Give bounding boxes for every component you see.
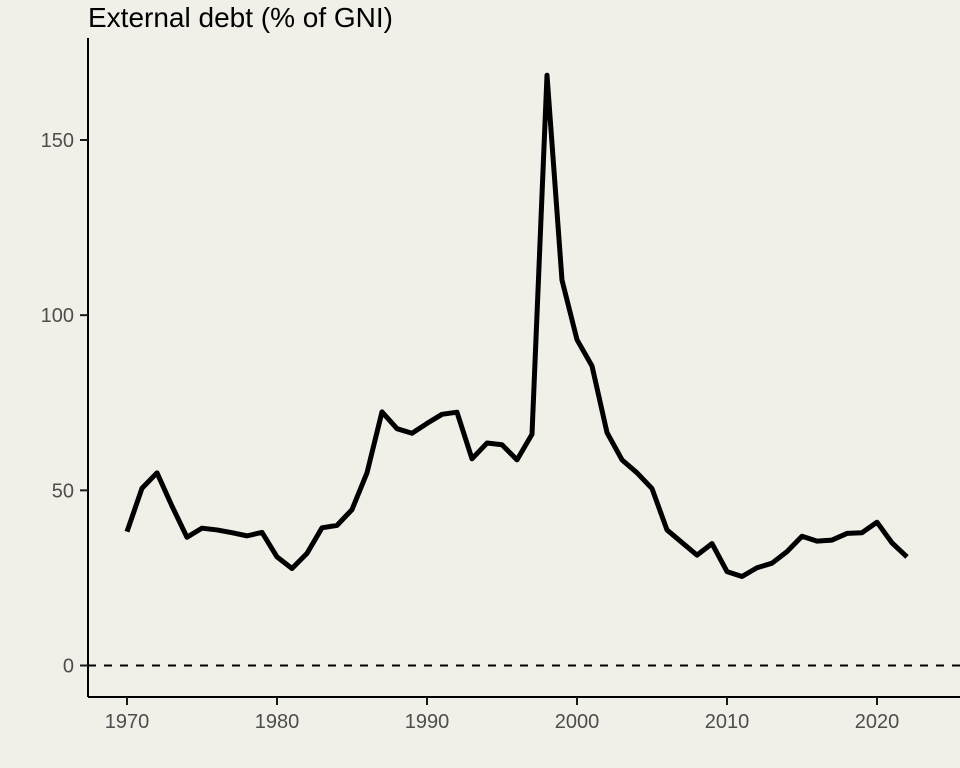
chart-title: External debt (% of GNI) xyxy=(88,2,394,33)
y-tick-label: 150 xyxy=(41,130,74,152)
y-tick-label: 0 xyxy=(63,656,74,678)
series-line xyxy=(124,72,909,580)
x-tick-label: 1970 xyxy=(105,711,150,733)
x-tick-label: 2020 xyxy=(855,711,900,733)
y-tick-label: 100 xyxy=(41,305,74,327)
x-tick-label: 1990 xyxy=(405,711,450,733)
x-tick-label: 2010 xyxy=(705,711,750,733)
x-tick-label: 1980 xyxy=(255,711,300,733)
y-tick-label: 50 xyxy=(52,480,74,502)
x-tick-label: 2000 xyxy=(555,711,600,733)
